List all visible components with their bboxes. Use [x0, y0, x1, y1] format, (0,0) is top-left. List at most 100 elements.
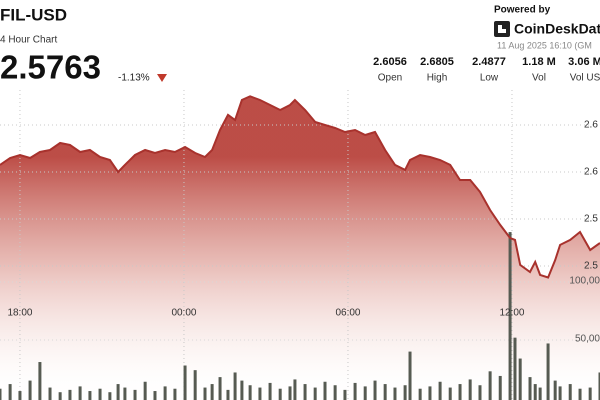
volume-bar — [123, 387, 127, 400]
volume-bar — [203, 387, 207, 400]
volume-bar — [383, 384, 387, 400]
stat-value: 1.18 M — [522, 56, 556, 68]
volume-bar — [38, 362, 42, 400]
volume-bar — [240, 380, 244, 400]
price-line — [0, 95, 600, 279]
y-tick-label: 2.6 — [584, 120, 598, 131]
volume-bar — [133, 389, 137, 400]
down-arrow — [157, 74, 167, 82]
volume-bar — [313, 387, 317, 400]
volume-bar — [478, 385, 482, 400]
volume-bar — [373, 380, 377, 400]
price-area — [0, 96, 600, 400]
header: FIL-USD 4 Hour Chart 2.5763 -1.13% Power… — [0, 5, 600, 86]
stat-label: Open — [378, 73, 402, 84]
plot-area: 2.6 2.6 2.5 2.5 100,00 50,00 18:00 00:00 06:00 12… — [0, 90, 600, 400]
volume-bar — [143, 381, 147, 400]
stat-value: 3.06 M — [568, 56, 600, 68]
stat-value: 2.4877 — [472, 56, 506, 68]
y-tick-label: 2.5 — [584, 261, 598, 272]
volume-bar — [403, 385, 407, 400]
volume-bar — [498, 375, 502, 400]
volume-bar — [428, 386, 432, 400]
volume-bar — [468, 379, 472, 400]
volume-bar — [303, 384, 307, 400]
volume-bar — [153, 391, 157, 400]
volume-bar — [508, 232, 512, 400]
brand-logo — [494, 21, 510, 37]
volume-bar — [418, 388, 422, 400]
volume-bar — [343, 389, 347, 400]
y2-tick-label: 100,00 — [569, 276, 600, 287]
volume-bar — [558, 386, 562, 400]
timestamp: 11 Aug 2025 16:10 (GM — [497, 40, 592, 50]
volume-bar — [248, 385, 252, 400]
volume-bar — [353, 382, 357, 400]
y-tick-label: 2.6 — [584, 167, 598, 178]
stat-label: Vol — [532, 73, 546, 84]
volume-bar — [528, 377, 532, 400]
volume-bar — [518, 358, 522, 400]
x-tick-label: 00:00 — [171, 308, 196, 319]
volume-bar — [598, 372, 600, 400]
volume-bar — [258, 387, 262, 400]
volume-bar — [173, 388, 177, 400]
powered-by: Powered by — [494, 5, 551, 16]
stat-label: Vol US — [570, 73, 600, 84]
volume-bar — [193, 370, 197, 400]
volume-bar — [408, 351, 412, 400]
volume-bar — [48, 387, 52, 400]
volume-bar — [58, 392, 62, 400]
stat-label: Low — [480, 73, 499, 84]
volume-bar — [363, 386, 367, 400]
stat-value: 2.6056 — [373, 56, 407, 68]
volume-bar — [588, 387, 592, 400]
volume-bar — [0, 388, 2, 400]
volume-bar — [278, 388, 282, 400]
volume-bar — [78, 386, 82, 400]
volume-bar — [288, 386, 292, 400]
subtitle: 4 Hour Chart — [0, 35, 57, 46]
volume-bar — [68, 389, 72, 400]
volume-bar — [8, 384, 12, 400]
volume-bar — [116, 384, 120, 400]
volume-bar — [108, 392, 112, 400]
volume-bar — [226, 389, 230, 400]
y2-tick-label: 50,00 — [575, 334, 600, 345]
volume-bar — [333, 385, 337, 400]
volume-bar — [533, 384, 537, 400]
x-tick-label: 12:00 — [499, 308, 524, 319]
volume-bar — [538, 387, 542, 400]
stat-label: High — [427, 73, 448, 84]
x-tick-label: 06:00 — [335, 308, 360, 319]
brand: CoinDeskDat — [514, 21, 600, 37]
volume-bar — [18, 391, 22, 400]
volume-bar — [546, 343, 550, 400]
volume-bar — [448, 387, 452, 400]
volume-bar — [218, 377, 222, 400]
price: 2.5763 — [0, 49, 101, 86]
volume-bar — [233, 372, 237, 400]
volume-bar — [183, 365, 187, 400]
change: -1.13% — [118, 73, 150, 84]
volume-bar — [578, 388, 582, 400]
volume-bar — [488, 371, 492, 400]
volume-bar — [458, 384, 462, 400]
volume-bar — [88, 391, 92, 400]
volume-bar — [513, 337, 517, 400]
volume-bar — [293, 379, 297, 400]
pair: FIL-USD — [0, 5, 67, 24]
volume-bar — [268, 382, 272, 400]
volume-bar — [393, 387, 397, 400]
volume-bar — [553, 380, 557, 400]
x-tick-label: 18:00 — [7, 308, 32, 319]
volume-bar — [28, 380, 32, 400]
volume-bar — [568, 384, 572, 400]
volume-bar — [163, 386, 167, 400]
y-tick-label: 2.5 — [584, 214, 598, 225]
volume-bar — [98, 388, 102, 400]
volume-bar — [438, 381, 442, 400]
stat-value: 2.6805 — [420, 56, 454, 68]
